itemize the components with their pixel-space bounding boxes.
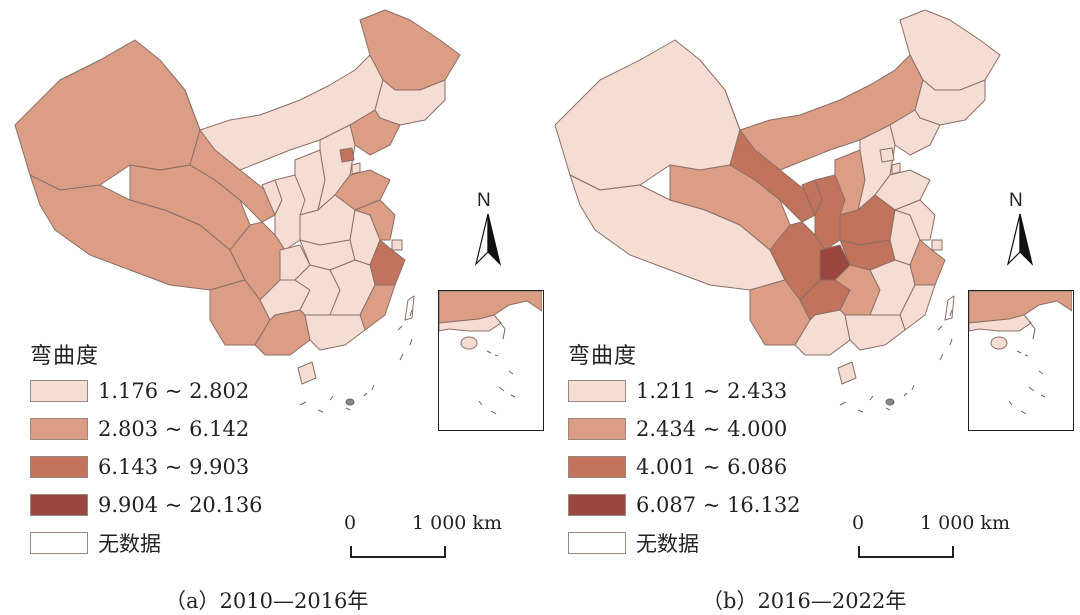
province-辽宁	[889, 109, 941, 156]
north-label: N	[1009, 190, 1023, 211]
legend-item: 2.803 ~ 6.142	[30, 410, 280, 448]
legend-label: 2.803 ~ 6.142	[98, 417, 250, 441]
legend-label: 无数据	[98, 532, 161, 556]
legend-item: 1.211 ~ 2.433	[568, 372, 818, 410]
province-内蒙古	[199, 54, 384, 171]
scale-bar-a: 0 1 000 km	[344, 512, 502, 562]
south-china-sea-inset	[968, 290, 1074, 431]
panel-a: N 弯曲度 1.176 ~ 2.802 2.803 ~ 6.142 6.143 ~ …	[14, 9, 544, 613]
province-上海	[391, 239, 403, 251]
legend-b: 弯曲度 1.211 ~ 2.433 2.434 ~ 4.000 4.001 ~ 6.…	[568, 338, 818, 562]
province-江苏	[894, 199, 936, 241]
legend-item: 无数据	[30, 524, 280, 562]
south-sea-islands	[299, 309, 413, 413]
legend-label: 2.434 ~ 4.000	[636, 417, 788, 441]
province-台湾	[944, 295, 955, 321]
province-广东	[844, 314, 906, 351]
scale-distance: 1 000 km	[412, 512, 502, 534]
legend-label: 6.087 ~ 16.132	[636, 493, 801, 517]
legend-title: 弯曲度	[568, 344, 638, 369]
south-china-sea-inset	[438, 290, 544, 431]
legend-swatch	[568, 532, 626, 554]
legend-swatch	[568, 380, 626, 402]
legend-item: 4.001 ~ 6.086	[568, 448, 818, 486]
panel-b: N 弯曲度 1.211 ~ 2.433 2.434 ~ 4.000 4.001 ~ …	[540, 0, 1080, 615]
province-辽宁	[349, 109, 401, 156]
legend-label: 9.904 ~ 20.136	[98, 493, 263, 517]
legend-label: 1.176 ~ 2.802	[98, 379, 250, 403]
caption-a: （a）2010—2016年	[165, 589, 369, 613]
legend-label: 无数据	[636, 532, 699, 556]
caption-b: （b）2016—2022年	[702, 589, 907, 613]
province-台湾	[404, 295, 415, 321]
province-江苏	[354, 199, 396, 241]
province-北京	[339, 147, 355, 163]
province-福建	[359, 284, 396, 331]
legend-item: 1.176 ~ 2.802	[30, 372, 280, 410]
scale-bar-b: 0 1 000 km	[852, 512, 1010, 562]
legend-swatch	[568, 456, 626, 478]
legend-swatch	[568, 418, 626, 440]
map-a	[14, 9, 461, 413]
north-arrow: N	[1002, 190, 1038, 270]
scale-line	[350, 546, 446, 558]
south-sea-islands	[839, 309, 953, 413]
legend-swatch	[30, 456, 88, 478]
province-海南	[297, 361, 317, 385]
province-广东	[304, 314, 366, 351]
province-海南	[837, 361, 857, 385]
north-arrow: N	[470, 190, 506, 270]
province-内蒙古	[739, 54, 924, 171]
map-b	[554, 9, 1001, 413]
legend-label: 6.143 ~ 9.903	[98, 455, 250, 479]
legend-item: 无数据	[568, 524, 818, 562]
legend-item: 6.143 ~ 9.903	[30, 448, 280, 486]
north-label: N	[477, 190, 491, 211]
province-北京	[879, 147, 895, 163]
legend-item: 2.434 ~ 4.000	[568, 410, 818, 448]
scale-zero: 0	[344, 512, 357, 534]
scale-line	[858, 546, 954, 558]
legend-swatch	[568, 494, 626, 516]
legend-label: 4.001 ~ 6.086	[636, 455, 788, 479]
legend-item: 9.904 ~ 20.136	[30, 486, 280, 524]
province-上海	[931, 239, 943, 251]
legend-a: 弯曲度 1.176 ~ 2.802 2.803 ~ 6.142 6.143 ~ 9.…	[30, 338, 280, 562]
legend-swatch	[30, 418, 88, 440]
legend-swatch	[30, 494, 88, 516]
legend-title: 弯曲度	[30, 344, 100, 369]
scale-distance: 1 000 km	[920, 512, 1010, 534]
legend-item: 6.087 ~ 16.132	[568, 486, 818, 524]
legend-label: 1.211 ~ 2.433	[636, 379, 788, 403]
legend-swatch	[30, 380, 88, 402]
legend-swatch	[30, 532, 88, 554]
province-福建	[899, 284, 936, 331]
scale-zero: 0	[852, 512, 865, 534]
